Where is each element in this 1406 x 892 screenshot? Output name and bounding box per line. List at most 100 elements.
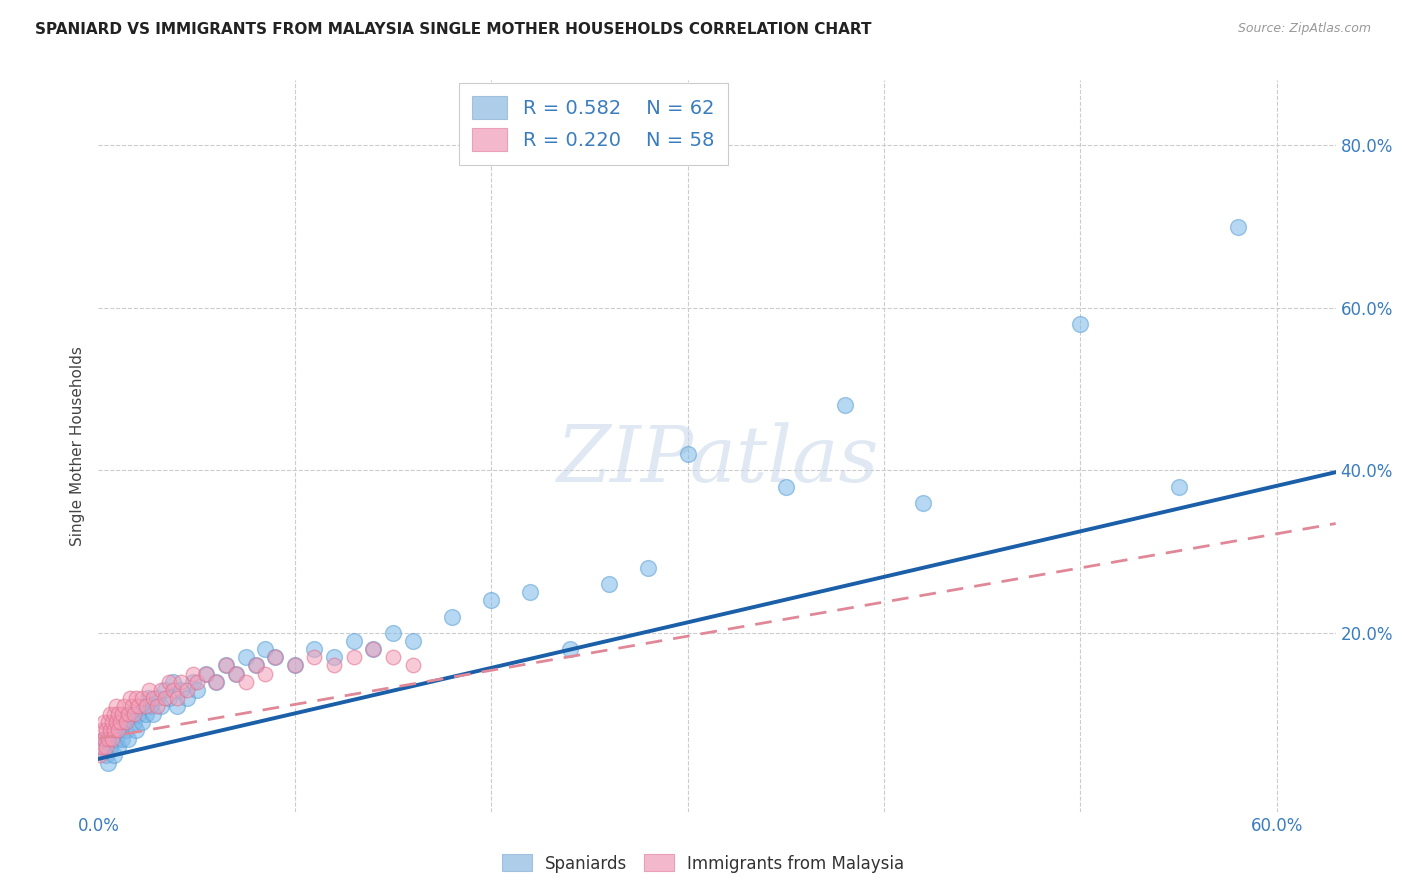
- Point: [150, 682, 173, 697]
- Point: [637, 561, 659, 575]
- Point: [170, 674, 193, 689]
- Point: [343, 634, 366, 648]
- Point: [107, 723, 129, 738]
- Legend: Spaniards, Immigrants from Malaysia: Spaniards, Immigrants from Malaysia: [495, 847, 911, 880]
- Point: [157, 674, 180, 689]
- Point: [125, 690, 148, 705]
- Point: [122, 707, 145, 722]
- Point: [131, 715, 153, 730]
- Point: [101, 731, 124, 746]
- Point: [96, 723, 118, 738]
- Point: [118, 690, 141, 705]
- Point: [186, 674, 208, 689]
- Point: [834, 398, 856, 412]
- Point: [91, 739, 114, 754]
- Point: [181, 674, 204, 689]
- Point: [117, 731, 139, 746]
- Point: [91, 723, 114, 738]
- Point: [1167, 480, 1189, 494]
- Point: [111, 731, 134, 746]
- Point: [146, 699, 169, 714]
- Point: [401, 658, 423, 673]
- Point: [323, 650, 346, 665]
- Point: [97, 756, 120, 770]
- Text: SPANIARD VS IMMIGRANTS FROM MALAYSIA SINGLE MOTHER HOUSEHOLDS CORRELATION CHART: SPANIARD VS IMMIGRANTS FROM MALAYSIA SIN…: [35, 22, 872, 37]
- Point: [1226, 219, 1249, 234]
- Point: [93, 715, 115, 730]
- Point: [401, 634, 423, 648]
- Point: [225, 666, 247, 681]
- Point: [121, 699, 143, 714]
- Point: [1069, 317, 1091, 331]
- Point: [519, 585, 541, 599]
- Point: [186, 682, 208, 697]
- Point: [775, 480, 797, 494]
- Point: [676, 447, 699, 461]
- Point: [91, 739, 114, 754]
- Point: [127, 707, 149, 722]
- Y-axis label: Single Mother Households: Single Mother Households: [70, 346, 86, 546]
- Point: [93, 731, 115, 746]
- Point: [598, 577, 620, 591]
- Point: [118, 707, 141, 722]
- Point: [142, 707, 165, 722]
- Point: [205, 674, 228, 689]
- Point: [122, 715, 145, 730]
- Point: [195, 666, 218, 681]
- Point: [479, 593, 502, 607]
- Point: [215, 658, 238, 673]
- Point: [284, 658, 307, 673]
- Point: [103, 707, 125, 722]
- Point: [162, 674, 184, 689]
- Point: [103, 747, 125, 762]
- Point: [97, 731, 120, 746]
- Point: [136, 690, 159, 705]
- Point: [235, 650, 257, 665]
- Legend: R = 0.582    N = 62, R = 0.220    N = 58: R = 0.582 N = 62, R = 0.220 N = 58: [458, 83, 728, 164]
- Point: [323, 658, 346, 673]
- Point: [235, 674, 257, 689]
- Point: [135, 707, 157, 722]
- Point: [142, 690, 165, 705]
- Point: [363, 642, 385, 657]
- Point: [912, 496, 935, 510]
- Point: [181, 666, 204, 681]
- Point: [254, 642, 277, 657]
- Point: [225, 666, 247, 681]
- Point: [195, 666, 218, 681]
- Point: [132, 699, 155, 714]
- Point: [382, 626, 405, 640]
- Point: [111, 707, 134, 722]
- Point: [146, 690, 169, 705]
- Point: [93, 731, 115, 746]
- Point: [125, 723, 148, 738]
- Point: [138, 682, 160, 697]
- Point: [141, 699, 163, 714]
- Point: [343, 650, 366, 665]
- Point: [98, 739, 121, 754]
- Point: [558, 642, 581, 657]
- Point: [98, 707, 121, 722]
- Point: [115, 723, 138, 738]
- Point: [89, 747, 111, 762]
- Point: [215, 658, 238, 673]
- Point: [101, 715, 124, 730]
- Point: [105, 731, 128, 746]
- Point: [264, 650, 287, 665]
- Point: [97, 715, 120, 730]
- Point: [264, 650, 287, 665]
- Point: [170, 682, 193, 697]
- Point: [107, 739, 129, 754]
- Point: [103, 723, 125, 738]
- Point: [101, 723, 124, 738]
- Point: [112, 699, 135, 714]
- Point: [304, 650, 326, 665]
- Point: [98, 723, 121, 738]
- Point: [166, 699, 188, 714]
- Point: [205, 674, 228, 689]
- Point: [382, 650, 405, 665]
- Point: [105, 699, 128, 714]
- Point: [117, 707, 139, 722]
- Point: [112, 715, 135, 730]
- Text: ZIPatlas: ZIPatlas: [555, 423, 879, 499]
